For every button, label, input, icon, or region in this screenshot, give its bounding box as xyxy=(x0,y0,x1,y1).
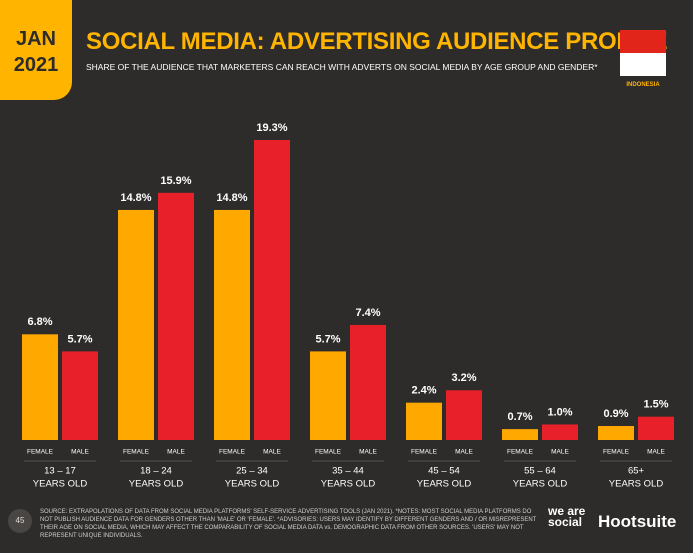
gender-label: FEMALE xyxy=(27,449,54,456)
bar xyxy=(254,140,290,440)
country: INDONESIA xyxy=(626,82,660,88)
date-year: 2021 xyxy=(13,54,59,76)
value-label: 1.0% xyxy=(547,406,572,418)
category-label: 18 – 24 xyxy=(140,466,172,477)
category-label: 65+ xyxy=(628,466,645,477)
gender-label: MALE xyxy=(263,449,281,456)
page-number: 45 xyxy=(8,509,32,533)
gender-label: MALE xyxy=(167,449,185,456)
category-suffix: YEARS OLD xyxy=(129,479,184,490)
category-suffix: YEARS OLD xyxy=(225,479,280,490)
gender-label: MALE xyxy=(455,449,473,456)
bar xyxy=(542,424,578,440)
gender-label: FEMALE xyxy=(603,449,630,456)
value-label: 5.7% xyxy=(315,333,340,345)
category-suffix: YEARS OLD xyxy=(513,479,568,490)
value-label: 5.7% xyxy=(67,333,92,345)
flag xyxy=(620,30,666,76)
bar xyxy=(62,351,98,440)
category-label: 45 – 54 xyxy=(428,466,460,477)
category-label: 13 – 17 xyxy=(44,466,76,477)
value-label: 6.8% xyxy=(27,316,52,328)
bar xyxy=(310,351,346,440)
category-label: 55 – 64 xyxy=(524,466,556,477)
logo-we-are-social: we are social xyxy=(548,504,586,529)
date-month: JAN xyxy=(15,28,56,50)
subtitle: SHARE OF THE AUDIENCE THAT MARKETERS CAN… xyxy=(86,62,598,72)
value-label: 2.4% xyxy=(411,385,436,397)
category-suffix: YEARS OLD xyxy=(321,479,376,490)
category-label: 35 – 44 xyxy=(332,466,364,477)
gender-label: FEMALE xyxy=(123,449,150,456)
value-label: 0.9% xyxy=(603,408,628,420)
category-suffix: YEARS OLD xyxy=(33,479,88,490)
bar xyxy=(158,192,194,440)
chart: 6.8% FEMALE 5.7% MALE 13 – 17 YEARS OLD 14.8% F… xyxy=(22,122,674,490)
gender-label: FEMALE xyxy=(507,449,534,456)
value-label: 19.3% xyxy=(256,122,287,134)
gender-label: FEMALE xyxy=(219,449,246,456)
bar xyxy=(406,402,442,440)
gender-label: MALE xyxy=(647,449,665,456)
bar xyxy=(446,390,482,440)
logo-hootsuite: Hootsuite xyxy=(598,512,677,531)
date-box: JAN 2021 xyxy=(0,0,72,100)
value-label: 1.5% xyxy=(643,399,668,411)
gender-label: MALE xyxy=(71,449,89,456)
value-label: 15.9% xyxy=(160,175,191,187)
value-label: 3.2% xyxy=(451,372,476,384)
value-label: 14.8% xyxy=(120,192,151,204)
value-label: 7.4% xyxy=(355,307,380,319)
value-label: 14.8% xyxy=(216,192,247,204)
bar xyxy=(214,209,250,440)
bar xyxy=(638,416,674,440)
title: SOCIAL MEDIA: ADVERTISING AUDIENCE PROFI… xyxy=(86,28,668,55)
gender-label: MALE xyxy=(551,449,569,456)
category-suffix: YEARS OLD xyxy=(609,479,664,490)
bar xyxy=(598,426,634,440)
bar xyxy=(22,334,58,440)
bar xyxy=(118,209,154,440)
value-label: 0.7% xyxy=(507,411,532,423)
gender-label: FEMALE xyxy=(411,449,438,456)
gender-label: FEMALE xyxy=(315,449,342,456)
gender-label: MALE xyxy=(359,449,377,456)
bar xyxy=(502,429,538,440)
bar xyxy=(350,324,386,440)
source-note: SOURCE: EXTRAPOLATIONS OF DATA FROM SOCI… xyxy=(40,509,537,539)
category-suffix: YEARS OLD xyxy=(417,479,472,490)
category-label: 25 – 34 xyxy=(236,466,268,477)
